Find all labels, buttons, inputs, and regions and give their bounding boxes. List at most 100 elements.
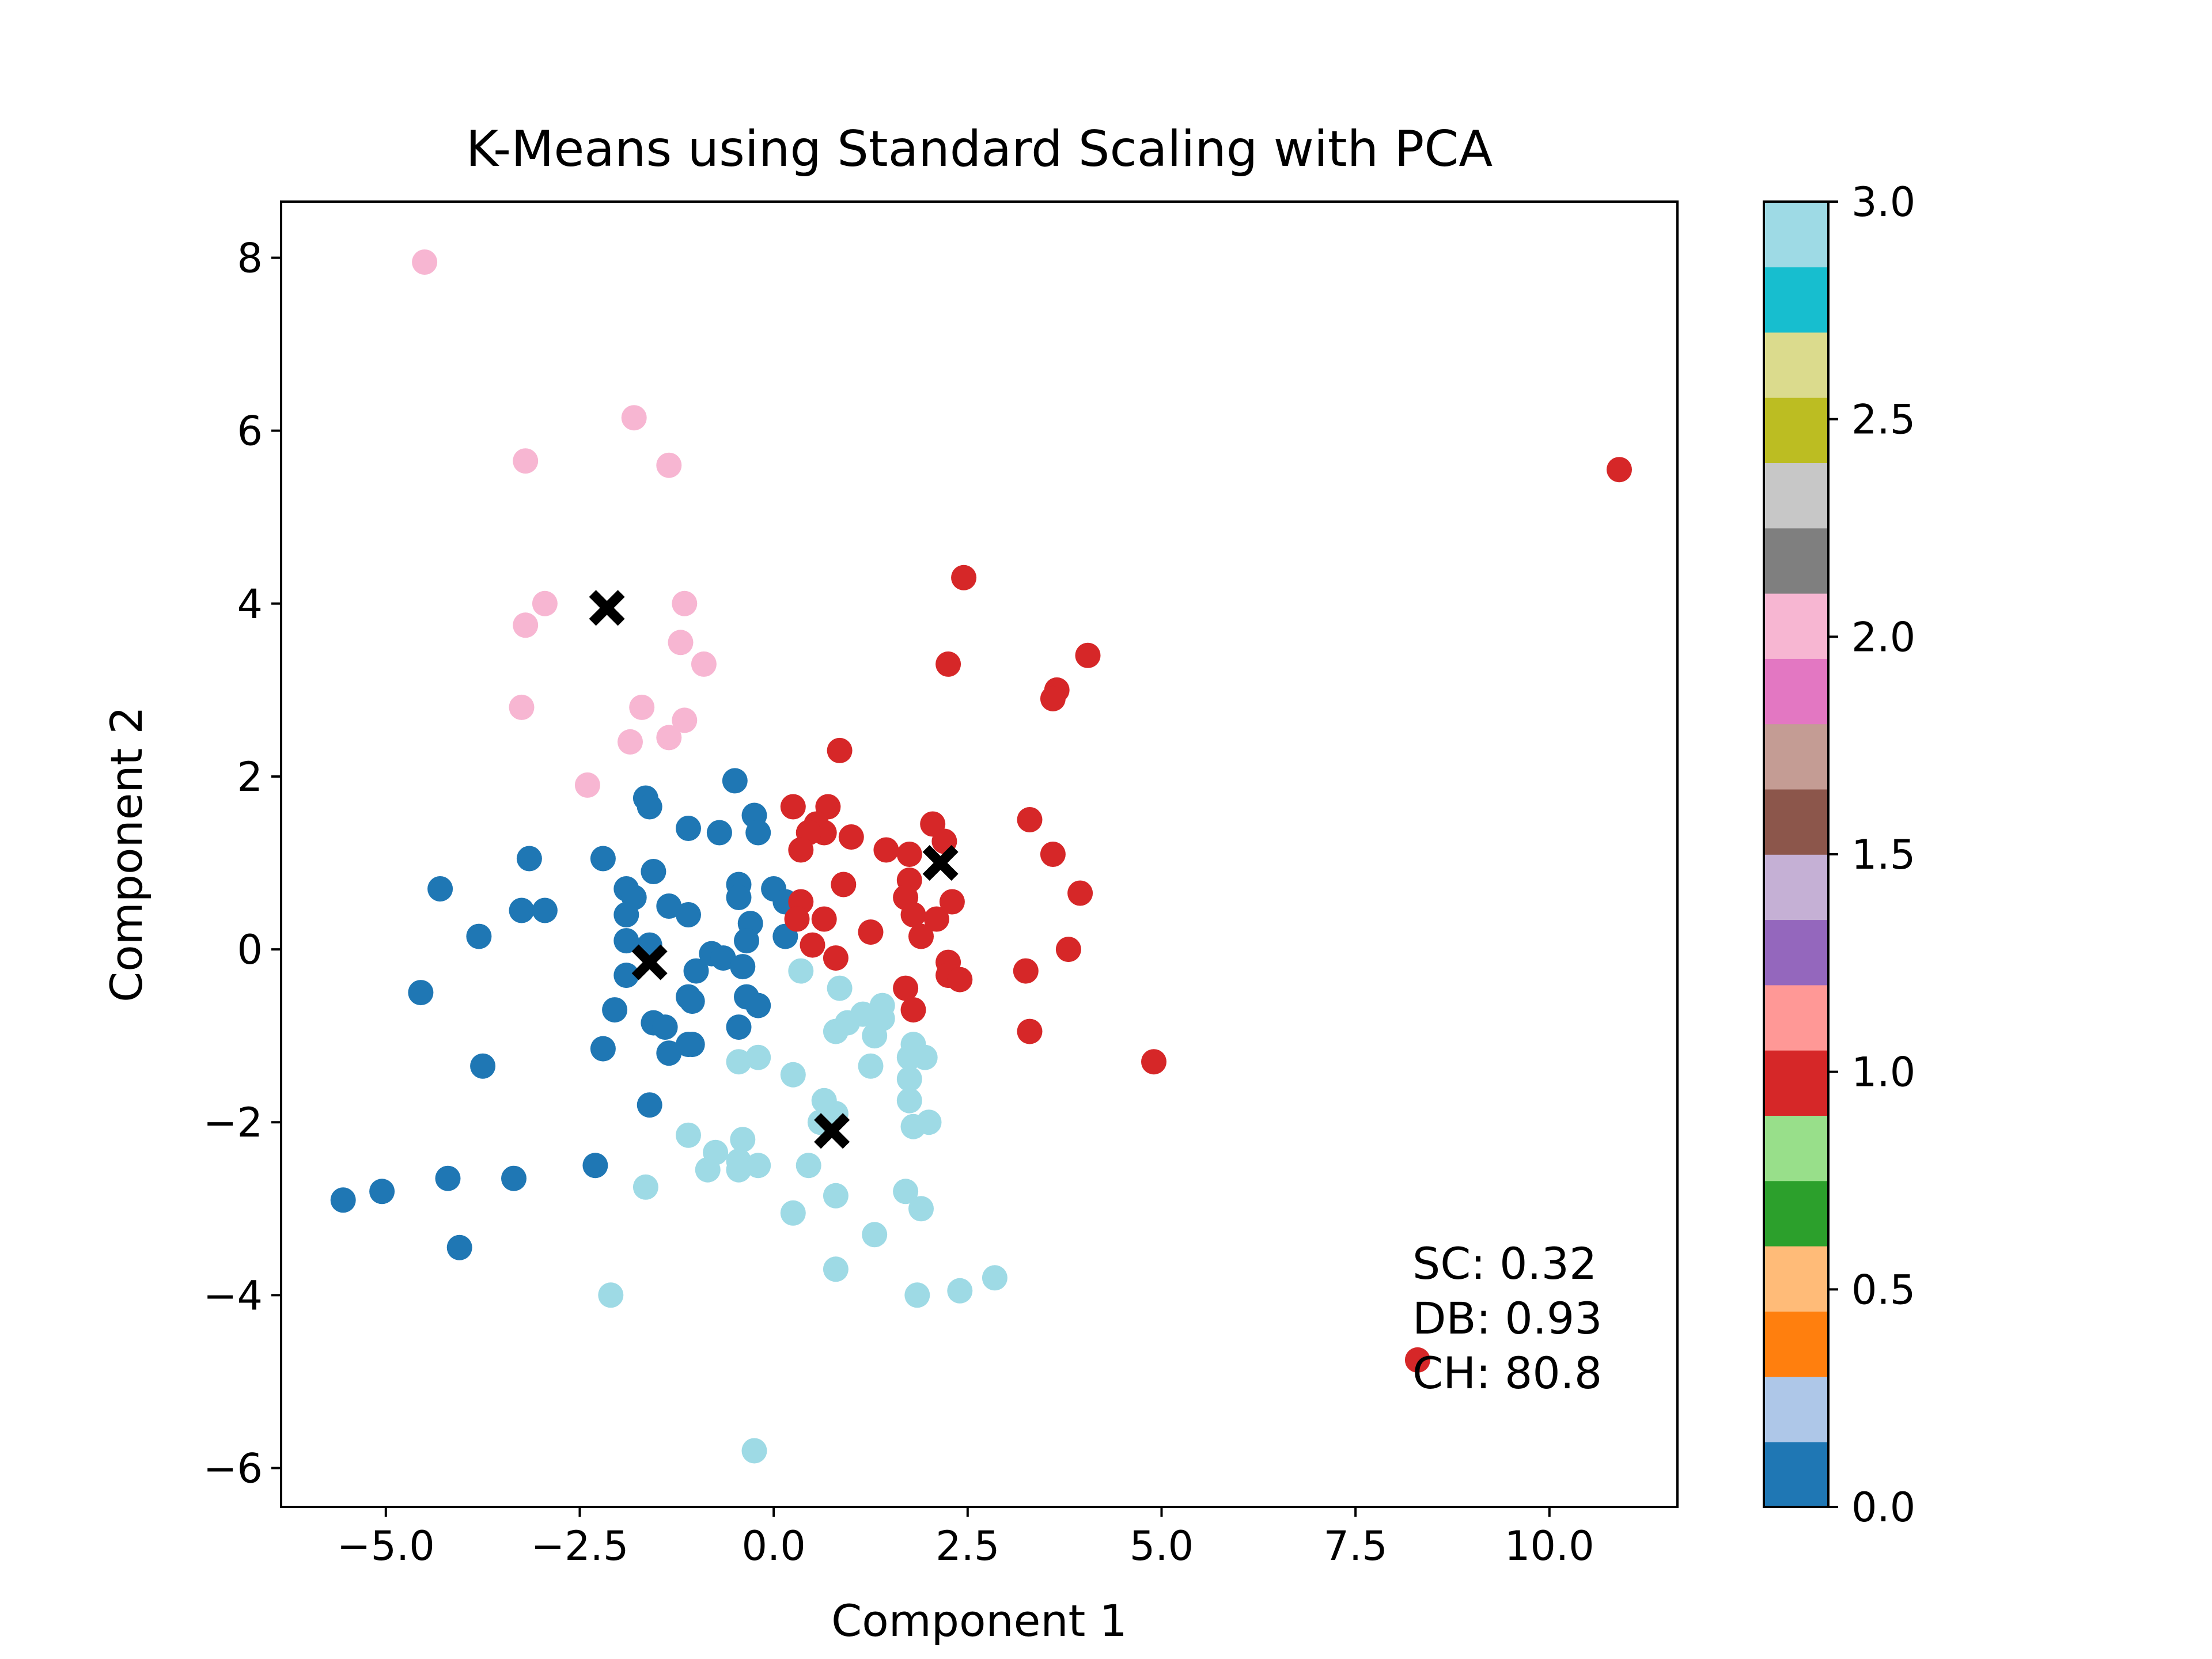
cluster-1-point [935,651,961,677]
cluster-1-point [900,997,926,1023]
chart-title: K-Means using Standard Scaling with PCA [466,120,1493,178]
cluster-0-point [613,902,639,927]
cluster-1-point [858,919,884,945]
colorbar-segment [1764,1245,1828,1312]
cluster-3-point [827,975,853,1001]
cluster-3-point [730,1127,756,1153]
cluster-3-point [896,1066,922,1092]
y-tick-label: 8 [237,235,263,282]
colorbar-tick-label: 2.0 [1851,613,1915,661]
cluster-3-point [788,958,814,984]
colorbar-segment [1764,1180,1828,1247]
y-tick-label: −4 [203,1272,263,1319]
colorbar-tick-label: 0.5 [1851,1266,1915,1313]
cluster-1-point [1017,1018,1043,1044]
cluster-0-point [408,980,434,1006]
x-tick-label: 5.0 [1130,1522,1194,1570]
centroid-marker [922,844,959,881]
cluster-1-point [1040,685,1066,711]
cluster-0-point [613,963,639,988]
colorbar-tick-label: 1.5 [1851,831,1915,878]
colorbar-segment [1764,1311,1828,1377]
cluster-3-point [741,1438,767,1464]
y-tick-label: 2 [237,753,263,801]
cluster-0-point [446,1234,472,1260]
cluster-2-point [621,405,647,431]
cluster-1-point [1013,958,1039,984]
centroid-marker [814,1113,850,1149]
colorbar-segment [1764,593,1828,659]
cluster-1-point [939,889,965,915]
cluster-1-point [780,794,806,820]
cluster-0-point [730,954,756,980]
cluster-2-point [668,630,694,656]
colorbar-segment [1764,1376,1828,1442]
cluster-0-point [745,820,771,846]
cluster-0-point [679,988,705,1014]
metrics-annotation: SC: 0.32 DB: 0.93 CH: 80.8 [1412,1238,1603,1399]
cluster-1-point [1404,1347,1430,1373]
cluster-0-point [582,1153,608,1179]
colorbar-tick-label: 0.0 [1851,1484,1915,1531]
cluster-3-point [632,1174,658,1200]
cluster-2-point [412,249,438,275]
x-tick-label: 7.5 [1323,1522,1387,1570]
colorbar-segment [1764,658,1828,725]
colorbar-segment [1764,1441,1828,1508]
colorbar-segment [1764,463,1828,529]
cluster-3-point [916,1109,942,1135]
cluster-1-point [831,872,857,897]
cluster-0-point [516,846,542,872]
cluster-0-point [722,768,748,794]
data-points [330,249,1632,1464]
cluster-1-point [811,906,837,932]
cluster-2-point [672,590,698,616]
colorbar-segment [1764,789,1828,855]
cluster-3-point [912,1044,938,1070]
centroid-marker [589,590,625,626]
cluster-2-point [513,448,539,474]
cluster-0-point [590,846,616,872]
cluster-3-point [823,1256,849,1282]
colorbar-segment [1764,1115,1828,1181]
cluster-3-point [796,1153,821,1179]
cluster-0-point [745,993,771,1018]
cluster-0-point [652,1014,678,1040]
cluster-3-point [726,1049,752,1075]
cluster-0-point [726,885,752,910]
cluster-1-point [947,967,973,993]
cluster-0-point [435,1165,461,1191]
cluster-2-point [656,452,682,478]
y-tick-label: −6 [203,1445,263,1492]
cluster-1-point [893,975,919,1001]
x-tick-label: −5.0 [337,1522,435,1570]
colorbar-segment [1764,984,1828,1051]
colorbar-segment [1764,397,1828,463]
cluster-1-point [823,945,849,971]
y-tick-label: 4 [237,581,263,628]
annotation-ch: CH: 80.8 [1412,1347,1602,1399]
cluster-1-point [1040,842,1066,867]
y-axis-ticks: −6 −4 −2 0 2 4 6 8 [203,235,281,1492]
annotation-sc: SC: 0.32 [1412,1238,1597,1289]
cluster-0-point [656,893,682,919]
cluster-0-point [734,928,759,954]
cluster-1-point [873,837,899,863]
cluster-0-point [532,897,558,923]
cluster-0-point [706,820,732,846]
cluster-1-point [1017,807,1043,832]
cluster-0-point [676,902,701,927]
cluster-0-point [509,897,535,923]
cluster-1-point [923,906,949,932]
x-axis-ticks: −5.0 −2.5 0.0 2.5 5.0 7.5 10.0 [337,1507,1594,1570]
cluster-2-point [672,707,698,733]
cluster-3-point [908,1196,934,1222]
plot-frame [280,200,1679,1508]
x-tick-label: 10.0 [1505,1522,1594,1570]
cluster-1-point [838,824,864,850]
cluster-0-point [637,1092,662,1118]
cluster-centroids [589,590,959,1149]
cluster-1-point [896,842,922,867]
cluster-0-point [613,928,639,954]
